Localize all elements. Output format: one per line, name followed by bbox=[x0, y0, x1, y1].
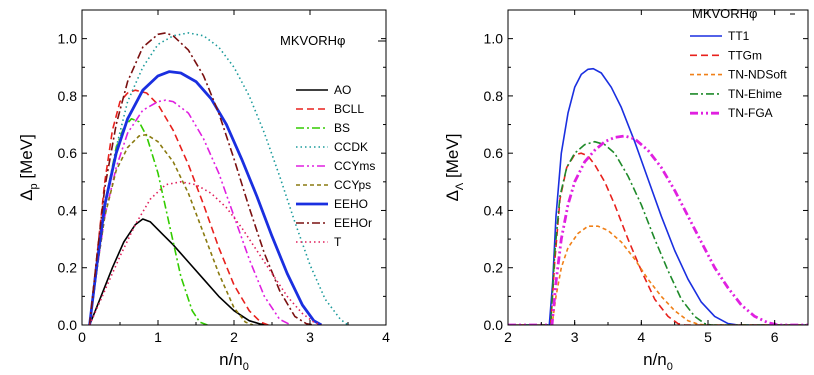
x-tick-label: 6 bbox=[771, 329, 779, 345]
legend-label: TN-NDSoft bbox=[728, 68, 787, 82]
y-tick-label: 0.2 bbox=[58, 260, 78, 276]
legend-label: BCLL bbox=[334, 102, 364, 116]
panel-title: MKVORHφ bbox=[280, 33, 346, 48]
legend-label: CCYps bbox=[334, 178, 371, 192]
legend-label: BS bbox=[334, 121, 350, 135]
series-line-bcll bbox=[88, 89, 269, 325]
x-axis-label: n/n0 bbox=[219, 350, 249, 373]
series-line-eeho bbox=[88, 70, 323, 325]
y-axis-label-unit: [MeV] bbox=[443, 134, 462, 183]
series-line-ccyps bbox=[88, 133, 254, 325]
y-axis-label-sub: p bbox=[28, 183, 40, 189]
x-tick-label: 3 bbox=[306, 329, 314, 345]
x-axis-label-sub: 0 bbox=[667, 361, 673, 373]
y-tick-label: 0.6 bbox=[58, 145, 78, 161]
y-tick-label: 0.4 bbox=[484, 202, 504, 218]
legend-label: TN-FGA bbox=[728, 106, 773, 120]
y-tick-label: 0.2 bbox=[484, 260, 504, 276]
x-axis-label: n/n0 bbox=[643, 350, 673, 373]
y-tick-label: 0.6 bbox=[484, 145, 504, 161]
series-line-tn-ehime bbox=[508, 140, 808, 325]
legend: TT1 TTGm TN-NDSoft TN-Ehime TN-FGA bbox=[690, 29, 787, 120]
x-axis-label-main: n/n bbox=[643, 350, 667, 369]
y-axis-label-sub: Λ bbox=[454, 182, 466, 190]
series-line-tn-ndsoft bbox=[508, 225, 808, 325]
legend-label: T bbox=[334, 235, 342, 249]
y-tick-label: 1.0 bbox=[58, 31, 78, 47]
y-axis-label-main: Δ bbox=[17, 189, 36, 200]
legend-label: TN-Ehime bbox=[728, 87, 782, 101]
series-line-eehor bbox=[88, 32, 314, 325]
x-tick-label: 2 bbox=[230, 329, 238, 345]
legend-label: EEHO bbox=[334, 197, 368, 211]
x-tick-label: 3 bbox=[571, 329, 579, 345]
y-axis-label-main: Δ bbox=[443, 190, 462, 201]
legend-label: TT1 bbox=[728, 29, 750, 43]
series-group bbox=[508, 67, 808, 325]
x-tick-label: 1 bbox=[154, 329, 162, 345]
legend-label: CCYms bbox=[334, 159, 375, 173]
legend-label: TTGm bbox=[728, 48, 762, 62]
y-tick-label: 0.8 bbox=[58, 88, 78, 104]
y-tick-label: 0.8 bbox=[484, 88, 504, 104]
series-line-ao bbox=[88, 218, 269, 325]
y-axis-label: ΔΛ [MeV] bbox=[443, 134, 466, 202]
series-line-ttgm bbox=[508, 152, 808, 325]
y-tick-label: 0.0 bbox=[484, 317, 504, 333]
chart-right: 2 3 4 5 6 0.0 0.2 0.4 0.6 0.8 1.0 n/n0 ΔΛ [MeV] MKVOR… bbox=[443, 6, 809, 373]
y-tick-label: 0.0 bbox=[58, 317, 78, 333]
legend-label: EEHOr bbox=[334, 216, 372, 230]
x-axis-label-main: n/n bbox=[219, 350, 243, 369]
legend-label: CCDK bbox=[334, 140, 368, 154]
y-axis-label-unit: [MeV] bbox=[17, 134, 36, 183]
x-tick-label: 2 bbox=[504, 329, 512, 345]
x-tick-label: 4 bbox=[637, 329, 645, 345]
series-line-tn-fga bbox=[508, 134, 808, 325]
series-line-tt1 bbox=[508, 67, 808, 325]
x-axis-label-sub: 0 bbox=[243, 361, 249, 373]
series-line-ccdk bbox=[88, 32, 349, 325]
legend: AO BCLL BS CCDK CCYms CCYps EEHO EEHOr T bbox=[296, 83, 375, 249]
x-tick-label: 0 bbox=[78, 329, 86, 345]
y-tick-label: 0.4 bbox=[58, 202, 78, 218]
x-tick-label: 4 bbox=[382, 329, 390, 345]
x-tick-label: 5 bbox=[704, 329, 712, 345]
y-axis-label: Δp [MeV] bbox=[17, 134, 40, 201]
legend-label: AO bbox=[334, 83, 351, 97]
plot-frame bbox=[507, 9, 809, 326]
y-tick-label: 1.0 bbox=[484, 31, 504, 47]
series-group bbox=[88, 32, 349, 325]
panel-title: MKVORHφ bbox=[692, 6, 758, 21]
